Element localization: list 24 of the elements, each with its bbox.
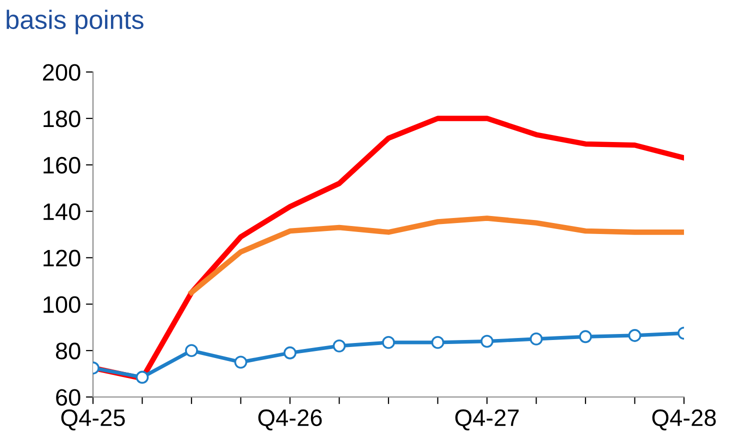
point [332, 339, 346, 352]
point [185, 344, 198, 358]
y-tick-label: 120 [44, 250, 80, 266]
y-tick-label: 200 [42, 64, 80, 81]
point [382, 336, 395, 349]
chart-title: basis points [6, 10, 144, 34]
y-tick-label: 160 [44, 156, 80, 174]
point [628, 329, 642, 342]
x-tick-label: Q4-26 [258, 409, 322, 430]
point [234, 356, 248, 369]
y-tick-label: 60 [56, 389, 80, 406]
y-tick-label: 180 [44, 110, 80, 128]
x-tick-label: Q4-25 [61, 409, 125, 430]
point [431, 336, 444, 349]
x-tick-label: Q4-28 [652, 409, 716, 430]
point [579, 330, 592, 344]
point [136, 370, 149, 384]
x-tick-label: Q4-27 [455, 409, 519, 430]
point [530, 332, 543, 346]
point [480, 334, 494, 348]
point [284, 346, 296, 360]
y-tick-label: 100 [44, 296, 80, 313]
y-tick-label: 80 [56, 342, 80, 360]
y-tick-label: 140 [44, 203, 80, 220]
